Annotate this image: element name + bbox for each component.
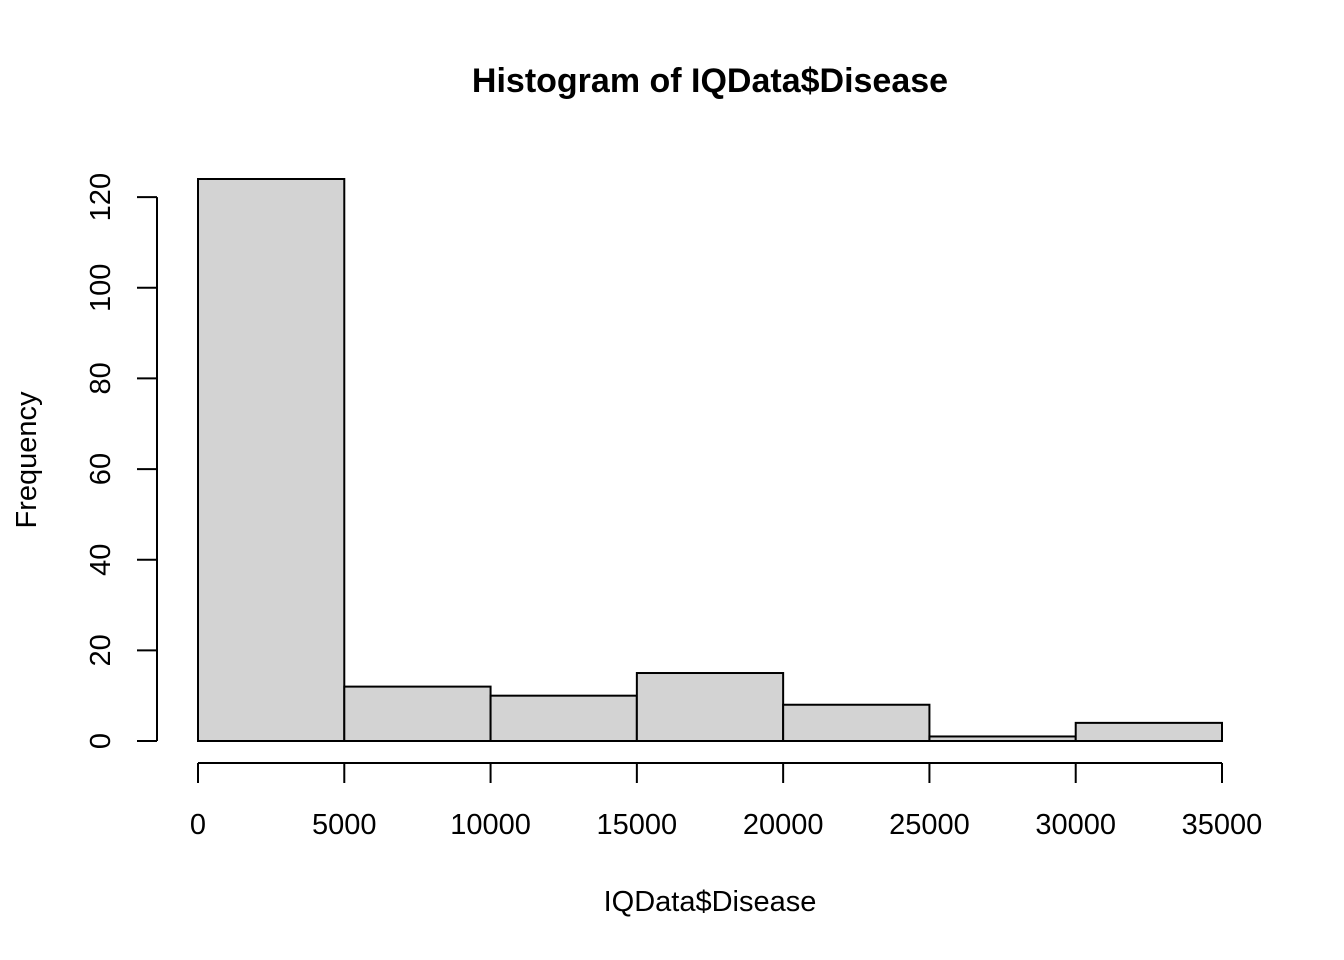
x-tick-label: 15000	[597, 809, 678, 841]
x-tick-label: 30000	[1035, 809, 1116, 841]
x-tick-label: 0	[190, 809, 206, 841]
y-tick-label: 20	[85, 634, 117, 666]
histogram-bar	[489, 694, 638, 743]
histogram-bar	[782, 703, 931, 743]
x-axis-label: IQData$Disease	[604, 886, 817, 918]
x-tick-label: 10000	[450, 809, 531, 841]
x-axis: 0 5000 10000 15000 20000 25000 30000 35000	[190, 762, 1263, 841]
bars-group	[197, 178, 1223, 743]
y-axis-label: Frequency	[11, 391, 43, 529]
x-tick-label: 25000	[889, 809, 970, 841]
histogram-bar	[928, 735, 1077, 742]
histogram-bar	[635, 672, 785, 742]
histogram-bar	[197, 178, 346, 742]
x-tick-label: 20000	[743, 809, 824, 841]
histogram-bar	[1074, 721, 1223, 743]
y-tick-label: 100	[85, 264, 117, 312]
x-tick-label: 35000	[1182, 809, 1263, 841]
y-tick-label: 0	[85, 733, 117, 749]
chart-title: Histogram of IQData$Disease	[472, 62, 948, 100]
x-tick-label: 5000	[312, 809, 377, 841]
y-tick-label: 80	[85, 362, 117, 394]
histogram-bar	[343, 685, 492, 743]
y-tick-label: 40	[85, 544, 117, 576]
y-tick-label: 60	[85, 453, 117, 485]
y-tick-label: 120	[85, 173, 117, 221]
y-axis: 0 20 40 60 80 100 120	[85, 173, 158, 749]
